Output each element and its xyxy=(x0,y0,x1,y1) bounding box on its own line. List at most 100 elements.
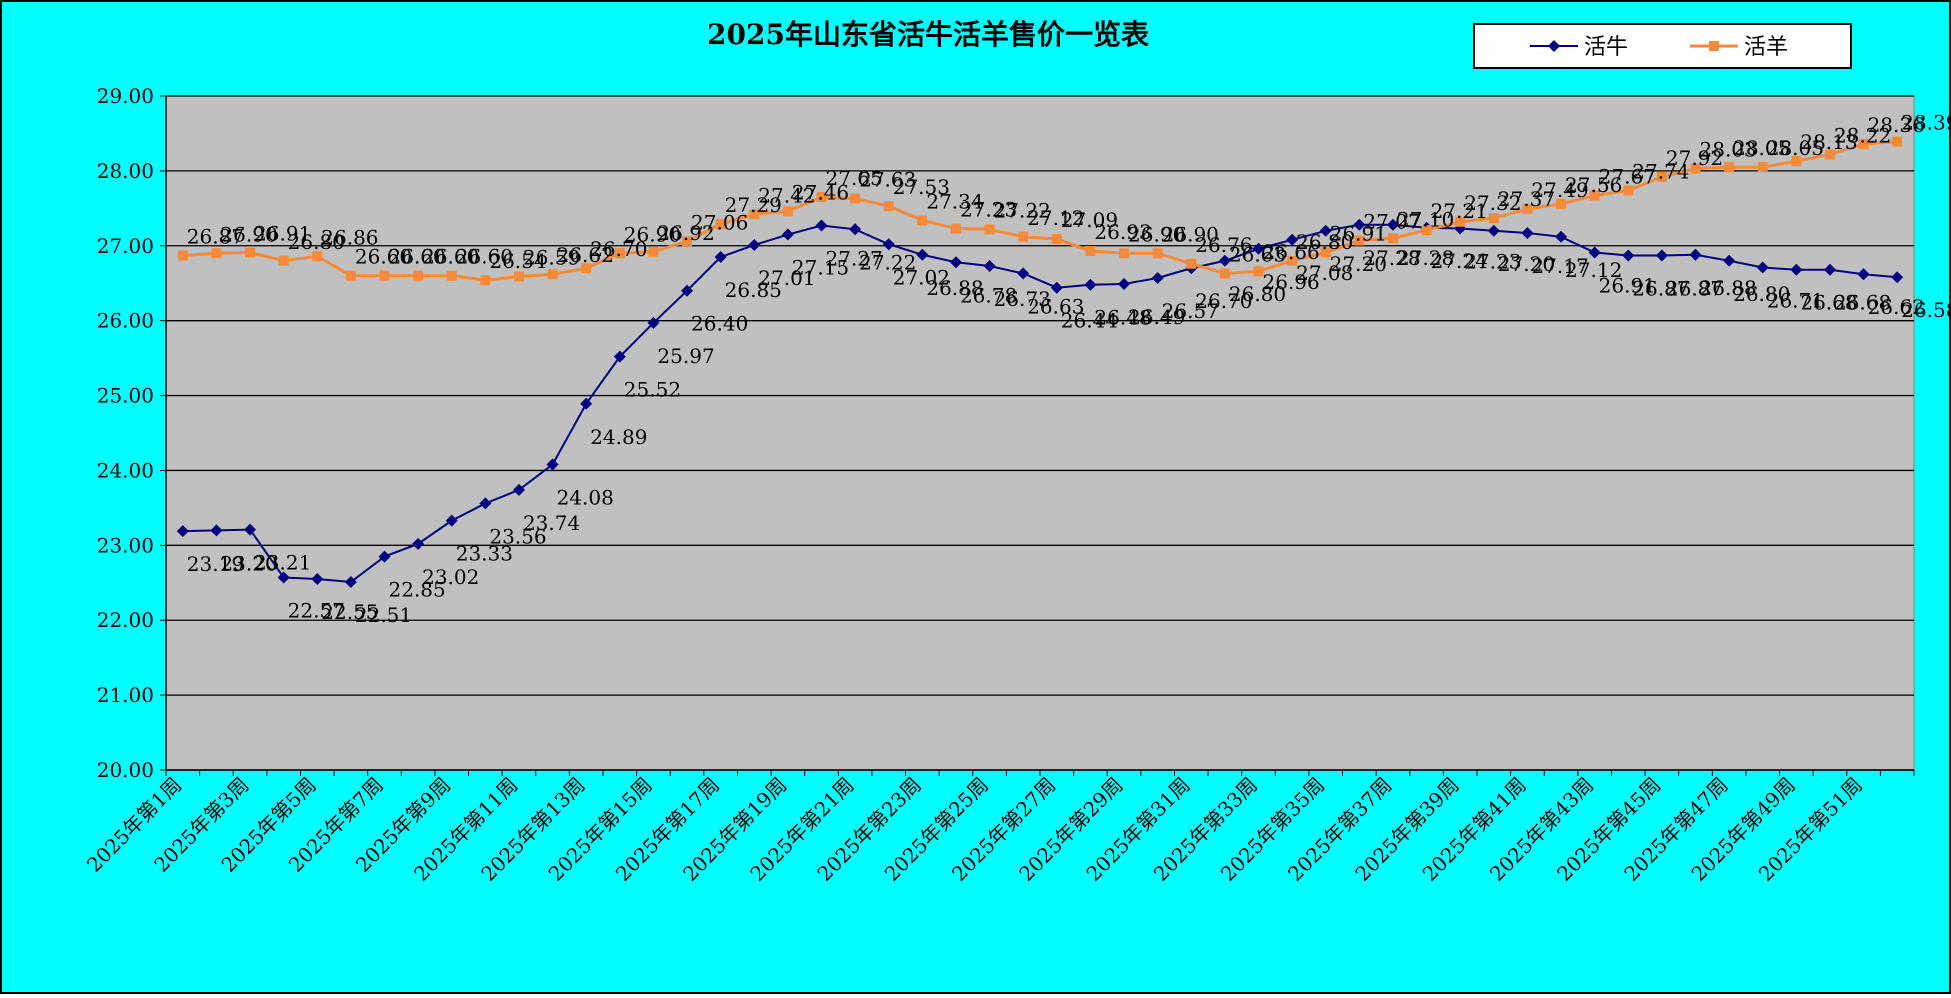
sheep-point xyxy=(1287,255,1298,266)
sheep-data-label: 27.67 xyxy=(1599,165,1656,189)
cattle-data-label: 26.49 xyxy=(1128,305,1185,329)
y-tick-label: 28.00 xyxy=(97,159,154,183)
cattle-data-label: 22.51 xyxy=(355,603,412,627)
sheep-point xyxy=(984,224,995,235)
cattle-data-label: 26.40 xyxy=(691,312,748,336)
sheep-point xyxy=(1858,138,1869,149)
sheep-data-label: 28.36 xyxy=(1868,113,1925,137)
cattle-data-label: 26.68 xyxy=(1834,291,1891,315)
sheep-data-label: 27.12 xyxy=(1027,206,1084,230)
cattle-point xyxy=(244,523,257,536)
sheep-data-label: 28.05 xyxy=(1733,136,1790,160)
cattle-point xyxy=(1218,254,1231,267)
cattle-data-label: 26.62 xyxy=(1868,295,1925,319)
y-tick-label: 20.00 xyxy=(97,758,154,782)
cattle-data-label: 23.33 xyxy=(456,542,513,566)
cattle-point xyxy=(983,259,996,272)
cattle-point xyxy=(479,497,492,510)
cattle-data-label: 26.80 xyxy=(1733,282,1790,306)
cattle-data-label: 27.24 xyxy=(1431,249,1488,273)
sheep-point xyxy=(682,236,693,247)
cattle-data-label: 27.12 xyxy=(1565,258,1622,282)
cattle-point xyxy=(949,256,962,269)
cattle-data-label: 26.96 xyxy=(1263,270,1320,294)
cattle-data-label: 26.85 xyxy=(725,278,782,302)
cattle-data-label: 26.88 xyxy=(1700,276,1757,300)
y-tick-label: 23.00 xyxy=(97,533,154,557)
sheep-point xyxy=(1488,213,1499,224)
sheep-point xyxy=(850,193,861,204)
sheep-data-label: 28.03 xyxy=(1700,138,1757,162)
cattle-point xyxy=(580,397,593,410)
cattle-point xyxy=(210,524,223,537)
sheep-data-label: 26.63 xyxy=(1229,242,1286,266)
cattle-data-label: 22.57 xyxy=(288,599,345,623)
cattle-point xyxy=(1756,261,1769,274)
y-tick-label: 22.00 xyxy=(97,608,154,632)
sheep-data-label: 26.80 xyxy=(288,230,345,254)
cattle-data-label: 27.27 xyxy=(826,247,883,271)
sheep-point xyxy=(1724,162,1735,173)
sheep-point xyxy=(177,250,188,261)
cattle-data-label: 22.85 xyxy=(389,578,446,602)
cattle-point xyxy=(613,350,626,363)
sheep-data-label: 26.86 xyxy=(321,225,378,249)
sheep-data-label: 27.21 xyxy=(1431,199,1488,223)
sheep-data-label: 27.22 xyxy=(994,198,1051,222)
sheep-point xyxy=(1253,266,1264,277)
cattle-point xyxy=(445,514,458,527)
sheep-point xyxy=(1051,234,1062,245)
cattle-point xyxy=(1017,267,1030,280)
legend-sheep-marker xyxy=(1709,41,1719,51)
cattle-point xyxy=(714,251,727,264)
sheep-data-label: 28.22 xyxy=(1834,123,1891,147)
chart-title: 2025年山东省活牛活羊售价一览表 xyxy=(707,18,1149,51)
cattle-point xyxy=(311,573,324,586)
series-line-cattle xyxy=(182,223,1898,584)
cattle-data-label: 26.44 xyxy=(1061,309,1118,333)
sheep-point xyxy=(950,223,961,234)
sheep-data-label: 26.90 xyxy=(1128,222,1185,246)
cattle-data-label: 26.87 xyxy=(1666,277,1723,301)
sheep-data-label: 26.60 xyxy=(389,245,446,269)
sheep-point xyxy=(1690,163,1701,174)
cattle-data-label: 27.20 xyxy=(1330,252,1387,276)
sheep-point xyxy=(1152,248,1163,259)
sheep-data-label: 27.65 xyxy=(826,166,883,190)
sheep-data-label: 26.70 xyxy=(590,237,647,261)
sheep-point xyxy=(1556,198,1567,209)
sheep-data-label: 26.60 xyxy=(422,245,479,269)
sheep-point xyxy=(1119,248,1130,259)
cattle-data-label: 26.78 xyxy=(960,283,1017,307)
cattle-point xyxy=(344,576,357,589)
cattle-data-label: 23.74 xyxy=(523,511,580,535)
sheep-point xyxy=(1421,225,1432,236)
cattle-point xyxy=(412,537,425,550)
sheep-data-label: 27.42 xyxy=(758,183,815,207)
y-tick-label: 25.00 xyxy=(97,384,154,408)
sheep-point xyxy=(345,270,356,281)
cattle-data-label: 26.68 xyxy=(1800,291,1857,315)
cattle-point xyxy=(1723,254,1736,267)
cattle-point xyxy=(916,248,929,261)
sheep-point xyxy=(413,270,424,281)
cattle-point xyxy=(1823,263,1836,276)
cattle-point xyxy=(1319,224,1332,237)
cattle-data-label: 23.21 xyxy=(254,551,311,575)
cattle-point xyxy=(1084,278,1097,291)
sheep-point xyxy=(614,248,625,259)
sheep-point xyxy=(1320,247,1331,258)
sheep-data-label: 26.76 xyxy=(1195,233,1252,257)
sheep-data-label: 26.66 xyxy=(1263,240,1320,264)
sheep-data-label: 27.46 xyxy=(792,180,849,204)
cattle-point xyxy=(1386,218,1399,231)
cattle-data-label: 26.87 xyxy=(1632,277,1689,301)
sheep-data-label: 26.90 xyxy=(220,222,277,246)
sheep-data-label: 26.91 xyxy=(254,222,311,246)
y-tick-label: 21.00 xyxy=(97,683,154,707)
sheep-data-label: 26.62 xyxy=(557,243,614,267)
sheep-point xyxy=(1387,233,1398,244)
sheep-point xyxy=(1354,235,1365,246)
cattle-point xyxy=(1555,230,1568,243)
